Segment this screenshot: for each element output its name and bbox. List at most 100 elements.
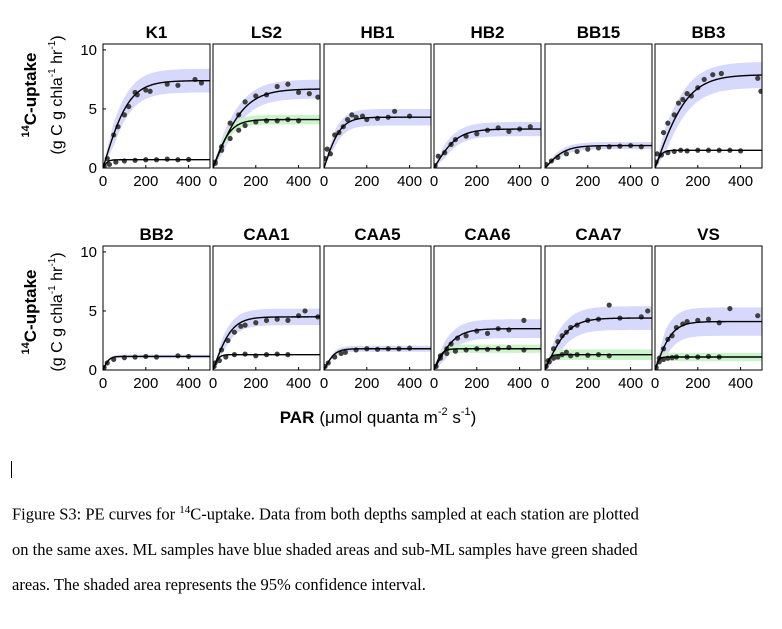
- subml-data-point: [106, 161, 113, 168]
- ml-data-point: [324, 146, 330, 152]
- panel-bb2: BB2 0 200 400 0 5 10: [80, 225, 211, 392]
- y-label-sup: 14: [20, 341, 32, 354]
- panel-title: CAA7: [575, 225, 621, 244]
- plot-area: [213, 308, 320, 370]
- ml-data-point: [718, 70, 724, 77]
- ml-fit-curve: [545, 317, 652, 370]
- x-tick-label: 0: [99, 173, 107, 190]
- svg-text:14C-uptake: 14C-uptake: [20, 53, 40, 138]
- ml-data-point: [474, 131, 480, 137]
- ml-data-point: [563, 151, 570, 157]
- x-tick-label: 0: [209, 173, 217, 190]
- ml-data-point: [521, 317, 527, 323]
- subml-fit-curve: [103, 159, 210, 168]
- subml-fit-curve: [655, 356, 762, 370]
- ml-data-point: [242, 322, 248, 328]
- axes-frame: [102, 43, 211, 169]
- ml-fit-curve: [655, 320, 762, 370]
- axes-frame: [544, 43, 653, 169]
- caption-text: Figure S3: PE curves for: [12, 504, 180, 524]
- y-label-units-mid: hr: [49, 49, 66, 68]
- ml-data-point: [606, 144, 612, 150]
- ml-fit-curve: [655, 74, 762, 168]
- axes-frame: [544, 245, 653, 371]
- x-tick-label: 200: [464, 375, 489, 392]
- x-tick-label: 400: [397, 173, 422, 190]
- panel-title: BB15: [577, 23, 620, 42]
- subml-fit-curve: [434, 348, 541, 370]
- ml-data-point: [315, 94, 320, 100]
- caption-line-3: areas. The shaded area represents the 95…: [12, 574, 426, 594]
- x-tick-label: 400: [176, 173, 201, 190]
- ml-data-point: [225, 337, 231, 344]
- y-tick-label: 10: [80, 42, 97, 59]
- y-axis-label-bottom: 14C-uptake (g C g chla-1 hr-1): [20, 252, 66, 371]
- subml-data-point: [263, 118, 270, 124]
- ml-confidence-band: [324, 108, 431, 168]
- ml-data-point: [684, 318, 690, 325]
- ml-data-point: [344, 116, 351, 123]
- subml-fit-curve: [545, 353, 652, 370]
- panels-group: K1 0 200 400 0 5 10 LS2 0 200 400 HB1 0 200 400 HB2 0 200…: [80, 23, 763, 392]
- panel-title: HB2: [470, 23, 504, 42]
- axes-frame: [212, 245, 321, 371]
- panel-title: CAA6: [464, 225, 510, 244]
- axes-frame: [433, 43, 542, 169]
- pe-curves-figure: K1 0 200 400 0 5 10 LS2 0 200 400 HB1 0 200 400 HB2 0 200…: [20, 23, 763, 427]
- subml-data-point: [242, 122, 248, 129]
- ml-data-point: [353, 347, 359, 353]
- ml-data-point: [606, 302, 612, 308]
- ml-fit-curve: [213, 316, 320, 370]
- ml-confidence-band: [545, 306, 652, 370]
- panel-hb2: HB2 0 200 400: [430, 23, 542, 190]
- subml-data-point: [113, 159, 119, 165]
- panel-title: HB1: [360, 23, 394, 42]
- panel-caa6: CAA6 0 200 400: [430, 225, 542, 392]
- panel-caa7: CAA7 0 200 400: [541, 225, 653, 392]
- x-tick-label: 400: [728, 173, 753, 190]
- ml-data-point: [506, 128, 512, 134]
- svg-text:(g C g chla-1 hr-1): (g C g chla-1 hr-1): [47, 252, 66, 371]
- x-tick-label: 0: [320, 173, 328, 190]
- x-label-exp1: -2: [438, 406, 448, 418]
- x-tick-label: 400: [507, 173, 532, 190]
- x-tick-label: 200: [575, 173, 600, 190]
- x-tick-label: 0: [430, 375, 438, 392]
- axes-frame: [323, 43, 432, 169]
- x-tick-label: 200: [243, 173, 268, 190]
- plot-area: [655, 62, 762, 168]
- ml-data-point: [242, 99, 248, 105]
- ml-data-point: [349, 112, 355, 118]
- ml-confidence-band: [434, 121, 541, 168]
- ml-confidence-band: [324, 345, 431, 370]
- y-label-sup: 14: [20, 124, 32, 137]
- axes-frame: [323, 245, 432, 371]
- ml-data-point: [285, 81, 291, 87]
- x-label-mid: s: [448, 408, 461, 427]
- axes-frame: [654, 43, 763, 169]
- ml-data-point: [595, 145, 602, 151]
- caption-line-1: Figure S3: PE curves for 14C-uptake. Dat…: [12, 493, 777, 532]
- y-axis-label-top: 14C-uptake (g C g chla-1 hr-1): [20, 35, 66, 154]
- ml-data-point: [253, 320, 259, 326]
- panel-caa5: CAA5 0 200 400: [320, 225, 432, 392]
- ml-data-point: [143, 87, 149, 93]
- x-tick-label: 400: [286, 375, 311, 392]
- ml-data-point: [710, 72, 716, 78]
- plot-area: [324, 345, 431, 370]
- y-label-units-sup2: -1: [47, 257, 58, 266]
- panel-hb1: HB1 0 200 400: [320, 23, 432, 190]
- x-tick-label: 200: [133, 173, 158, 190]
- y-label-units-pre: (g C g chla: [49, 77, 66, 154]
- ml-data-point: [285, 317, 291, 323]
- x-tick-label: 200: [685, 375, 710, 392]
- x-tick-label: 0: [541, 173, 549, 190]
- x-tick-label: 0: [430, 173, 438, 190]
- ml-data-point: [253, 93, 259, 99]
- y-label-units-mid: hr: [49, 266, 66, 285]
- ml-data-point: [238, 323, 244, 329]
- x-tick-label: 0: [99, 375, 107, 392]
- x-axis-label: PAR (μmol quanta m-2 s-1): [280, 406, 477, 427]
- caption-superscript: 14: [179, 504, 191, 516]
- subml-data-point: [550, 355, 557, 361]
